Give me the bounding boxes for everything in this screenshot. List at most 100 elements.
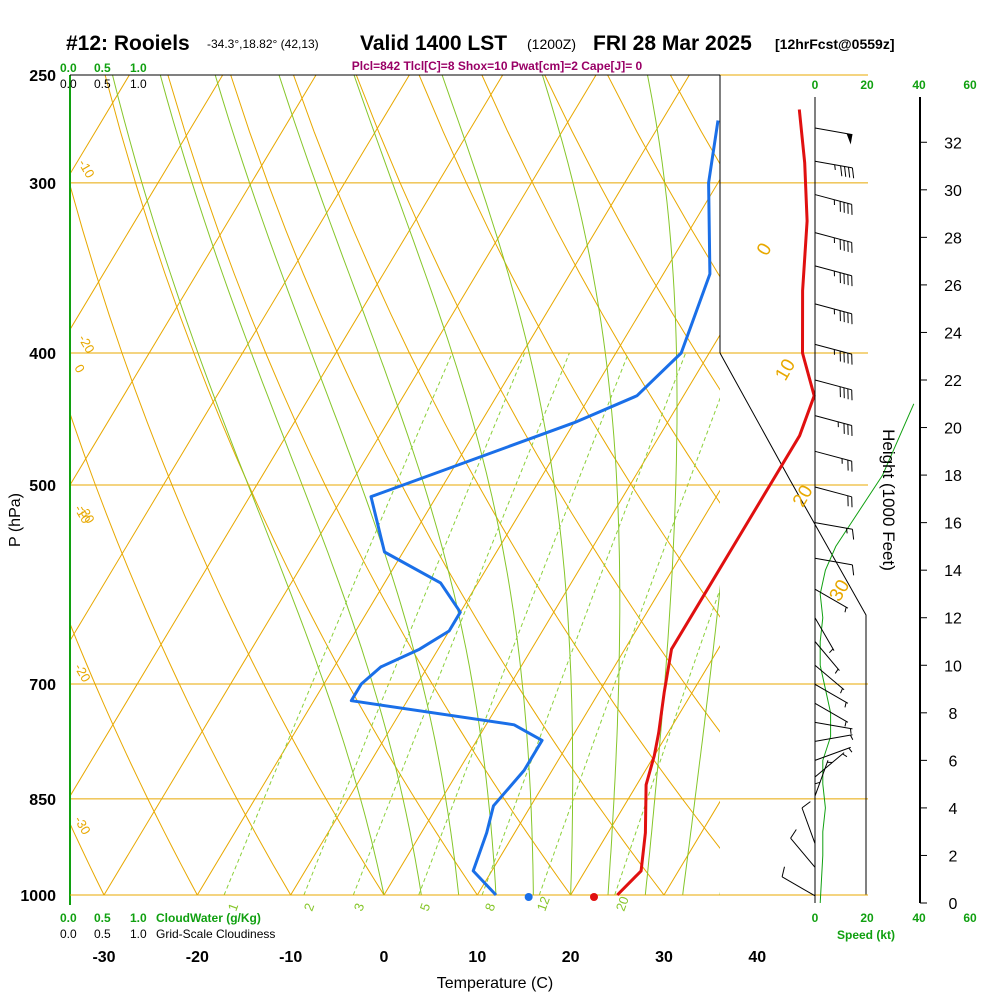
x-tick-label: -20 — [186, 949, 209, 966]
wind-barb — [790, 829, 816, 868]
height-tick-label: 0 — [949, 896, 958, 913]
cloudwater-scale-top-1: 0.5 — [94, 61, 111, 75]
height-tick-label: 26 — [944, 278, 962, 295]
wind-barb — [814, 588, 849, 613]
isotherm-edge-label: 0 — [71, 362, 88, 376]
right-frame-diagonal — [719, 352, 867, 895]
valid-time: Valid 1400 LST — [360, 32, 507, 55]
speed-scale-top-1: 20 — [860, 78, 874, 92]
station-coords: -34.3°,18.82° (42,13) — [207, 37, 319, 51]
wind-barb — [814, 557, 855, 576]
isotherm-label: 30 — [826, 576, 855, 605]
wind-barb-halfflag — [834, 668, 839, 674]
wind-barb-staff — [814, 588, 849, 609]
wind-barb-staff — [814, 194, 852, 205]
moist-adiabat-line — [441, 75, 574, 895]
cloudwater-scale-top-2: 1.0 — [130, 61, 147, 75]
moist-adiabat-line — [682, 584, 720, 895]
x-tick-label: 0 — [380, 949, 389, 966]
wind-barb-halfflag — [844, 721, 847, 727]
wind-barb-staff — [814, 734, 853, 742]
wind-barb — [814, 752, 848, 778]
wind-barb-staff — [814, 379, 852, 391]
wind-barb-halfflag — [846, 528, 848, 534]
wind-barb-flag — [840, 165, 843, 177]
dry-adiabat-line — [418, 75, 720, 618]
height-tick-label: 14 — [944, 563, 962, 580]
x-tick-label: 30 — [655, 949, 673, 966]
cloudwater-scale-bottom-2: 1.0 — [130, 911, 147, 925]
dry-adiabat-line — [984, 75, 1000, 895]
cloudiness-scale-bottom-2: 1.0 — [130, 927, 147, 941]
cloudiness-scale-top-2: 1.0 — [130, 77, 147, 91]
pressure-tick-label: 300 — [29, 176, 56, 193]
wind-barb-halfflag — [829, 648, 834, 654]
chart-series — [349, 109, 816, 901]
wind-barb-staff — [814, 683, 849, 704]
mixing-ratio-label: 1 — [225, 901, 242, 913]
dry-adiabat-line — [544, 75, 720, 391]
speed-scale-bottom-3: 60 — [963, 911, 977, 925]
height-tick-label: 2 — [949, 848, 958, 865]
wind-barb-staff — [814, 160, 853, 169]
pressure-tick-label: 500 — [29, 478, 56, 495]
cloudwater-scale-top-0: 0.0 — [60, 61, 77, 75]
isotherm-label: -10 — [75, 157, 97, 181]
cloudiness-scale-bottom-1: 0.5 — [94, 927, 111, 941]
cloudwater-scale-bottom-0: 0.0 — [60, 911, 77, 925]
wind-barb-halfflag — [850, 734, 854, 740]
mixing-ratio-label: 2 — [301, 901, 318, 913]
height-tick-label: 24 — [944, 325, 962, 342]
wind-barb-staff — [814, 641, 840, 671]
dry-adiabat-line — [293, 75, 720, 849]
wind-barb-flag — [851, 167, 855, 179]
wind-barb-staff — [814, 760, 829, 797]
wind-barb-flag — [801, 801, 811, 809]
wind-barb-halfflag — [814, 781, 821, 785]
wind-barb — [814, 781, 821, 820]
temperature-line — [616, 109, 816, 897]
speed-scale-bottom-1: 20 — [860, 911, 874, 925]
wind-barb — [814, 617, 835, 654]
wind-barb — [814, 194, 853, 215]
height-tick-label: 32 — [944, 135, 962, 152]
wind-barb-flag — [844, 166, 847, 177]
isotherm-label: 0 — [753, 240, 776, 260]
wind-barb-halfflag — [840, 688, 844, 694]
wind-barb-flag — [781, 866, 785, 877]
x-tick-label: 10 — [468, 949, 486, 966]
forecast-info: [12hrFcst@0559z] — [775, 36, 894, 52]
moist-adiabat-line — [644, 75, 678, 895]
isotherm-line — [851, 75, 1000, 895]
wind-barb-pennant — [846, 133, 853, 145]
height-tick-label: 28 — [944, 230, 962, 247]
dry-adiabat-line — [481, 75, 720, 504]
wind-barb-halfflag — [842, 753, 848, 758]
wind-barb-staff — [814, 617, 835, 651]
isotherm-edge-label: -20 — [71, 661, 93, 685]
wind-barb-staff — [781, 876, 816, 897]
wind-barb — [814, 232, 853, 253]
wind-barb-staff — [814, 486, 852, 498]
height-tick-label: 20 — [944, 421, 962, 438]
speed-scale-top-0: 0 — [812, 78, 819, 92]
height-tick-label: 22 — [944, 373, 962, 390]
cloudiness-scale-top-1: 0.5 — [94, 77, 111, 91]
cloudiness-label: Grid-Scale Cloudiness — [156, 927, 275, 941]
height-tick-label: 8 — [949, 706, 958, 723]
dewpoint-line — [349, 120, 720, 897]
zulu-time: (1200Z) — [527, 36, 576, 52]
surface-temperature-dot — [589, 893, 598, 901]
x-axis-title: Temperature (C) — [437, 975, 553, 992]
wind-barb-flag — [847, 167, 851, 178]
wind-barb-staff — [814, 557, 853, 566]
wind-barb — [814, 160, 855, 179]
mixing-ratio-label: 12 — [534, 894, 553, 913]
height-tick-label: 16 — [944, 516, 962, 533]
height-tick-label: 4 — [949, 801, 958, 818]
wind-barb-flag — [790, 829, 797, 839]
wind-barb — [814, 664, 845, 694]
wind-barb-halfflag — [849, 728, 852, 734]
mixing-ratio-line — [481, 352, 687, 895]
wind-barb-staff — [814, 127, 853, 136]
